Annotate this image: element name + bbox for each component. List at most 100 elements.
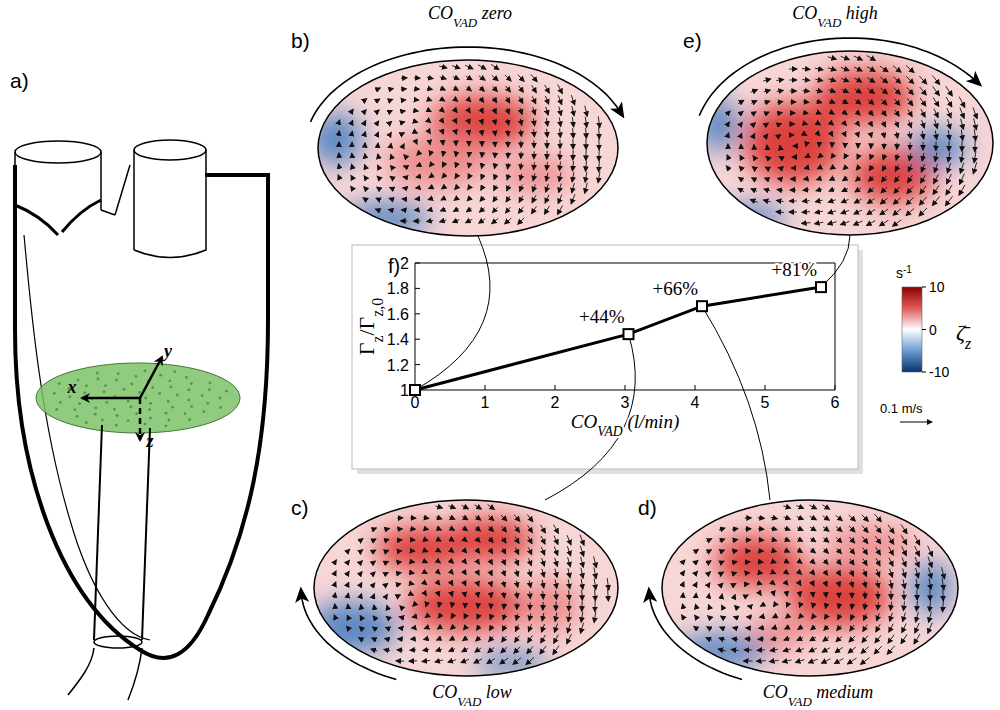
velocity-arrow: [929, 590, 930, 601]
velocity-arrow: [455, 121, 456, 124]
velocity-arrow: [501, 647, 507, 653]
velocity-arrow: [828, 79, 835, 81]
vorticity-blob: [911, 562, 952, 615]
velocity-arrow: [462, 516, 468, 519]
velocity-arrow: [436, 506, 443, 508]
velocity-arrow: [921, 164, 924, 172]
velocity-arrow: [841, 67, 849, 70]
velocity-arrow: [786, 572, 789, 574]
velocity-arrow: [799, 583, 801, 586]
velocity-arrow: [402, 198, 406, 199]
velocity-arrow: [766, 134, 767, 136]
scale-arrow: [900, 422, 932, 423]
velocity-arrow: [533, 173, 535, 180]
velocity-arrow: [773, 572, 776, 573]
velocity-arrow: [874, 646, 882, 654]
velocity-arrow: [734, 584, 736, 585]
velocity-arrow: [424, 638, 429, 639]
velocity-arrow: [740, 155, 742, 158]
velocity-arrow: [377, 176, 379, 178]
velocity-arrow: [726, 166, 729, 170]
velocity-arrow: [861, 647, 869, 654]
velocity-arrow: [442, 121, 443, 123]
velocity-arrow: [812, 615, 815, 619]
velocity-arrow: [533, 184, 536, 191]
velocity-arrow: [516, 581, 518, 588]
velocity-arrow: [467, 98, 470, 102]
velocity-arrow: [425, 572, 427, 573]
velocity-arrow: [842, 89, 849, 92]
seed-particle: [135, 375, 138, 378]
velocity-arrow: [922, 153, 924, 161]
text-part: Γ: [354, 342, 379, 355]
velocity-arrow: [533, 129, 535, 136]
tube-top: [134, 140, 206, 160]
vorticity-blob: [309, 113, 363, 166]
velocity-arrow: [809, 659, 818, 663]
velocity-arrow: [436, 517, 442, 519]
velocity-arrow: [776, 212, 784, 213]
velocity-arrow: [389, 209, 394, 210]
velocity-arrow: [451, 561, 454, 564]
velocity-arrow: [455, 132, 457, 135]
velocity-arrow: [373, 561, 376, 563]
velocity-arrow: [802, 79, 809, 81]
velocity-arrow: [411, 528, 416, 529]
velocity-arrow: [800, 605, 801, 608]
velocity-arrow: [740, 144, 741, 147]
velocity-arrow: [503, 625, 506, 631]
velocity-arrow: [526, 657, 534, 664]
velocity-arrow: [720, 550, 725, 552]
velocity-arrow: [772, 627, 776, 628]
field-outline: [707, 51, 993, 235]
velocity-arrow: [921, 175, 926, 183]
velocity-arrow: [720, 561, 724, 563]
seed-particle: [127, 419, 130, 422]
colorbar-tick: [922, 329, 926, 330]
velocity-arrow: [792, 135, 793, 136]
velocity-arrow: [920, 87, 927, 95]
velocity-arrow: [425, 561, 428, 562]
velocity-arrow: [771, 539, 776, 540]
velocity-arrow: [507, 130, 509, 136]
velocity-arrow: [907, 98, 913, 105]
text-part: VAD: [817, 15, 842, 30]
velocity-arrow: [404, 165, 405, 166]
velocity-arrow: [746, 561, 750, 562]
velocity-arrow: [424, 550, 427, 551]
velocity-arrow: [718, 649, 726, 651]
velocity-arrow: [828, 222, 837, 224]
text-part: z,0: [369, 298, 386, 317]
velocity-arrow: [554, 635, 559, 644]
velocity-arrow: [559, 184, 562, 193]
velocity-arrow: [720, 627, 724, 629]
velocity-arrow: [516, 570, 518, 577]
velocity-arrow: [515, 537, 519, 544]
velocity-arrow: [798, 627, 802, 630]
velocity-arrow: [594, 578, 596, 589]
velocity-arrow: [804, 167, 807, 169]
field-outline: [662, 500, 958, 676]
velocity-arrow: [503, 614, 505, 620]
velocity-arrow: [586, 161, 587, 172]
velocity-arrow: [942, 578, 944, 590]
velocity-arrow: [961, 141, 962, 152]
velocity-arrow: [752, 112, 756, 115]
velocity-arrow: [719, 528, 725, 530]
velocity-arrow: [568, 557, 571, 567]
velocity-arrow: [347, 571, 349, 574]
velocity-arrow: [490, 593, 492, 598]
seed-particle: [168, 379, 171, 382]
velocity-arrow: [773, 594, 774, 595]
velocity-arrow: [771, 517, 778, 518]
velocity-arrow: [520, 119, 521, 126]
velocity-arrow: [830, 112, 834, 114]
seed-particle: [77, 379, 80, 382]
seed-particle: [94, 413, 97, 416]
heart-diagram: a)xyz: [10, 69, 268, 700]
velocity-arrow: [880, 209, 888, 215]
velocity-arrow: [351, 153, 352, 156]
text-part: s: [896, 265, 903, 281]
velocity-arrow: [468, 153, 469, 157]
velocity-arrow: [760, 572, 763, 574]
